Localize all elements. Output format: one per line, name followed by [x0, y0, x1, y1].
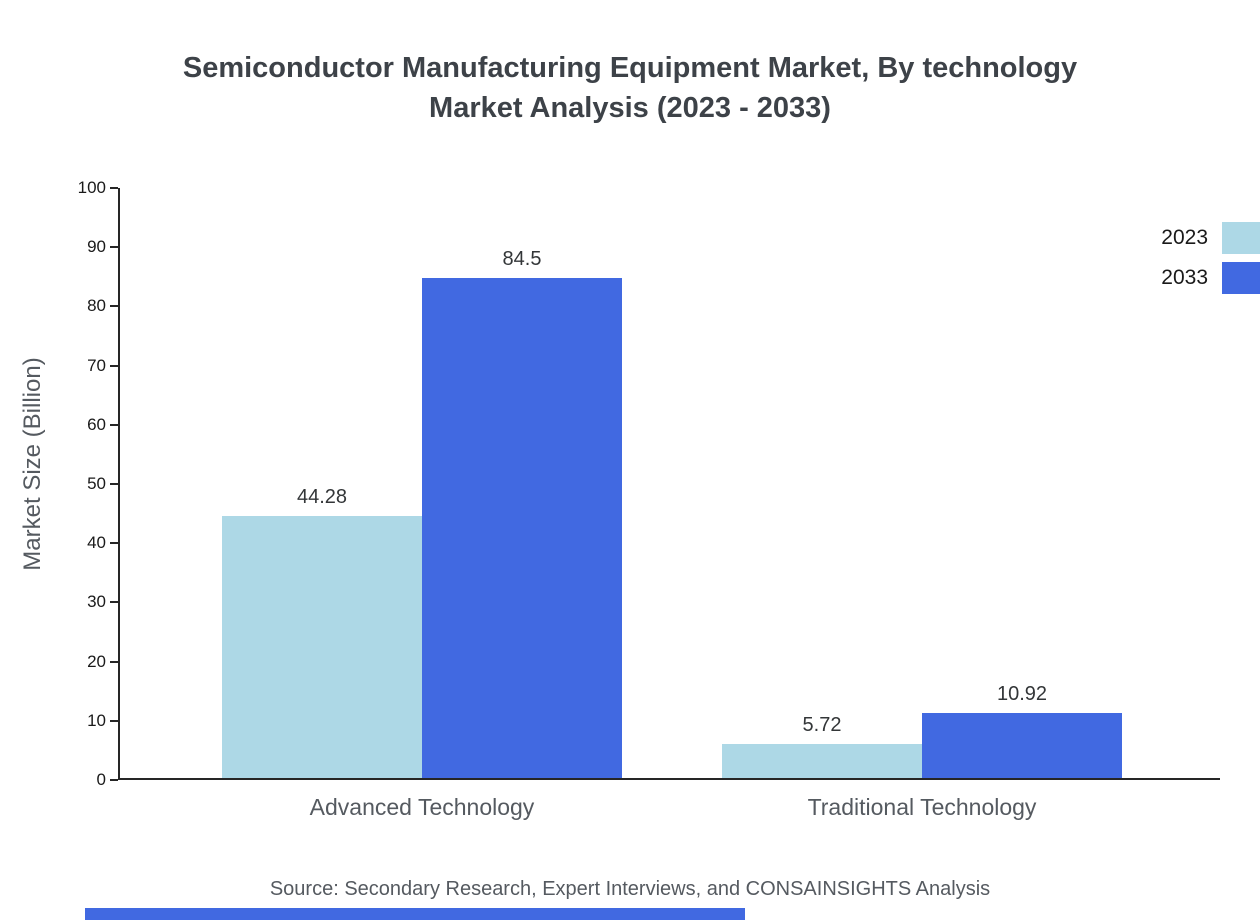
value-label: 84.5 [502, 247, 542, 270]
legend-item-2033: 2033 [1161, 258, 1260, 298]
y-tick-mark [110, 305, 118, 308]
y-tick-mark [110, 187, 118, 189]
chart-title: Semiconductor Manufacturing Equipment Ma… [0, 48, 1260, 128]
chart-title-line1: Semiconductor Manufacturing Equipment Ma… [182, 52, 1078, 84]
y-tick-label: 30 [87, 592, 106, 612]
y-tick-label: 60 [87, 414, 106, 434]
legend: 2023 2033 [1161, 218, 1260, 298]
legend-label: 2033 [1161, 266, 1208, 289]
value-label: 5.72 [802, 714, 842, 737]
source-line: Source: Secondary Research, Expert Inter… [269, 878, 991, 900]
y-tick-mark [110, 364, 118, 367]
bar-2023-traditional-technology [722, 744, 922, 778]
y-tick-mark [110, 660, 118, 663]
y-tick-label: 40 [87, 533, 106, 553]
chart-title-line2: Market Analysis (2023 - 2033) [429, 92, 831, 124]
legend-label: 2023 [1161, 226, 1208, 249]
y-tick-mark [110, 246, 118, 249]
y-axis-label: Market Size (Billion) [19, 357, 46, 571]
y-tick-label: 0 [96, 770, 106, 789]
legend-swatch [1222, 222, 1260, 254]
value-label: 44.28 [296, 485, 348, 508]
bar-2033-advanced-technology [422, 277, 622, 778]
y-tick-mark [110, 779, 118, 781]
y-tick-label: 100 [77, 178, 106, 197]
legend-item-2023: 2023 [1161, 218, 1260, 258]
bar-2023-advanced-technology [222, 515, 422, 778]
y-tick-mark [110, 719, 118, 722]
bar-2033-traditional-technology [922, 713, 1122, 778]
bottom-accent-strip [85, 908, 745, 920]
y-tick-mark [110, 542, 118, 545]
value-label: 10.92 [996, 683, 1048, 706]
y-tick-label: 90 [87, 237, 106, 257]
y-tick-label: 20 [87, 651, 106, 671]
y-tick-mark [110, 423, 118, 426]
category-label: Traditional Technology [807, 794, 1037, 820]
y-tick-label: 80 [87, 296, 106, 316]
plot-area: 0 10 20 30 40 50 60 70 80 90 100 44.28 84.5 Advanced … [78, 178, 1220, 820]
y-tick-label: 50 [87, 474, 106, 493]
y-tick-label: 10 [87, 710, 106, 730]
legend-swatch [1222, 262, 1260, 294]
y-tick-mark [110, 483, 118, 485]
y-tick-mark [110, 601, 118, 604]
category-label: Advanced Technology [309, 794, 535, 820]
y-tick-label: 70 [87, 355, 106, 375]
